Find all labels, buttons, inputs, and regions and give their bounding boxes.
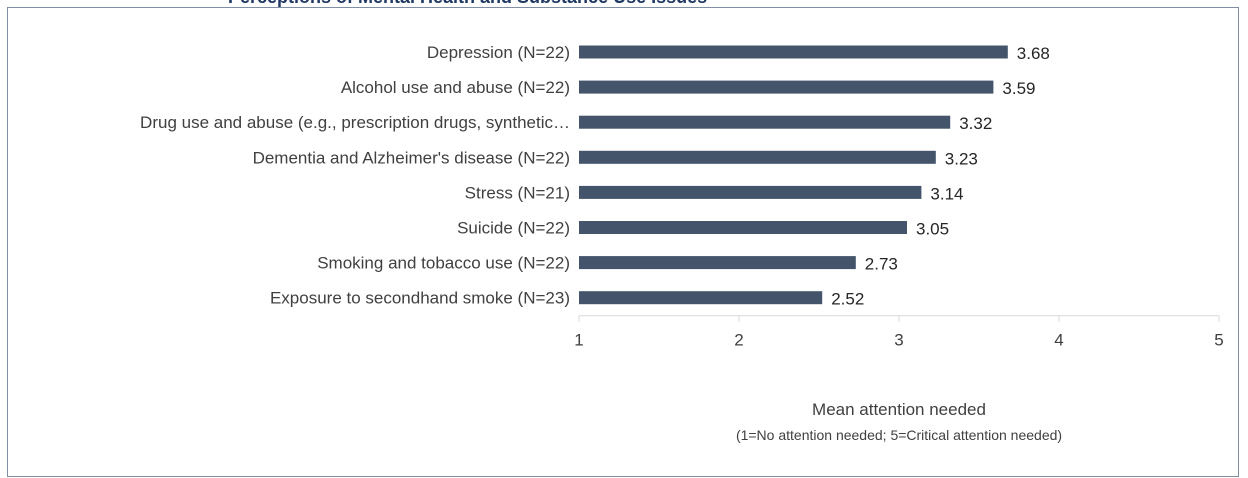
x-axis: 1 2 3 4 5 — [574, 315, 1224, 350]
x-tick-label: 1 — [574, 331, 583, 350]
bar — [579, 150, 936, 164]
data-label: 3.23 — [945, 149, 978, 168]
category-label: Suicide (N=22) — [457, 219, 570, 238]
category-label: Stress (N=21) — [465, 183, 570, 202]
x-axis-title: Mean attention needed — [812, 400, 986, 419]
category-label: Dementia and Alzheimer's disease (N=22) — [253, 148, 570, 167]
bar — [579, 45, 1008, 59]
category-label: Depression (N=22) — [427, 43, 570, 62]
data-label: 2.73 — [865, 255, 898, 274]
x-tick-label: 4 — [1054, 331, 1063, 350]
category-label: Smoking and tobacco use (N=22) — [317, 254, 570, 273]
x-tick-label: 2 — [734, 331, 743, 350]
chart-frame: Depression (N=22) 3.68 Alcohol use and abu… — [7, 7, 1239, 477]
category-label: Exposure to secondhand smoke (N=23) — [270, 289, 570, 308]
data-label: 3.05 — [916, 220, 949, 239]
chart-title-text: Perceptions of Mental Health and Substan… — [228, 0, 707, 8]
bar-chart: Depression (N=22) 3.68 Alcohol use and abu… — [140, 43, 1224, 443]
bar — [579, 291, 823, 305]
x-axis-subtitle: (1=No attention needed; 5=Critical atten… — [736, 427, 1062, 443]
bar — [579, 185, 922, 199]
bars-group: Depression (N=22) 3.68 Alcohol use and abu… — [140, 43, 1050, 309]
category-label: Alcohol use and abuse (N=22) — [341, 78, 570, 97]
bar — [579, 221, 907, 234]
category-label: Drug use and abuse (e.g., prescription d… — [140, 113, 570, 132]
bar — [579, 80, 994, 94]
x-tick-label: 3 — [894, 331, 903, 350]
data-label: 3.14 — [930, 184, 963, 203]
bar — [579, 256, 856, 270]
data-label: 2.52 — [831, 290, 864, 309]
data-label: 3.32 — [959, 114, 992, 133]
data-label: 3.59 — [1002, 79, 1035, 98]
bar — [579, 115, 951, 129]
data-label: 3.68 — [1017, 44, 1050, 63]
x-tick-label: 5 — [1214, 331, 1223, 350]
chart-title-fragment: Perceptions of Mental Health and Substan… — [0, 0, 1248, 8]
